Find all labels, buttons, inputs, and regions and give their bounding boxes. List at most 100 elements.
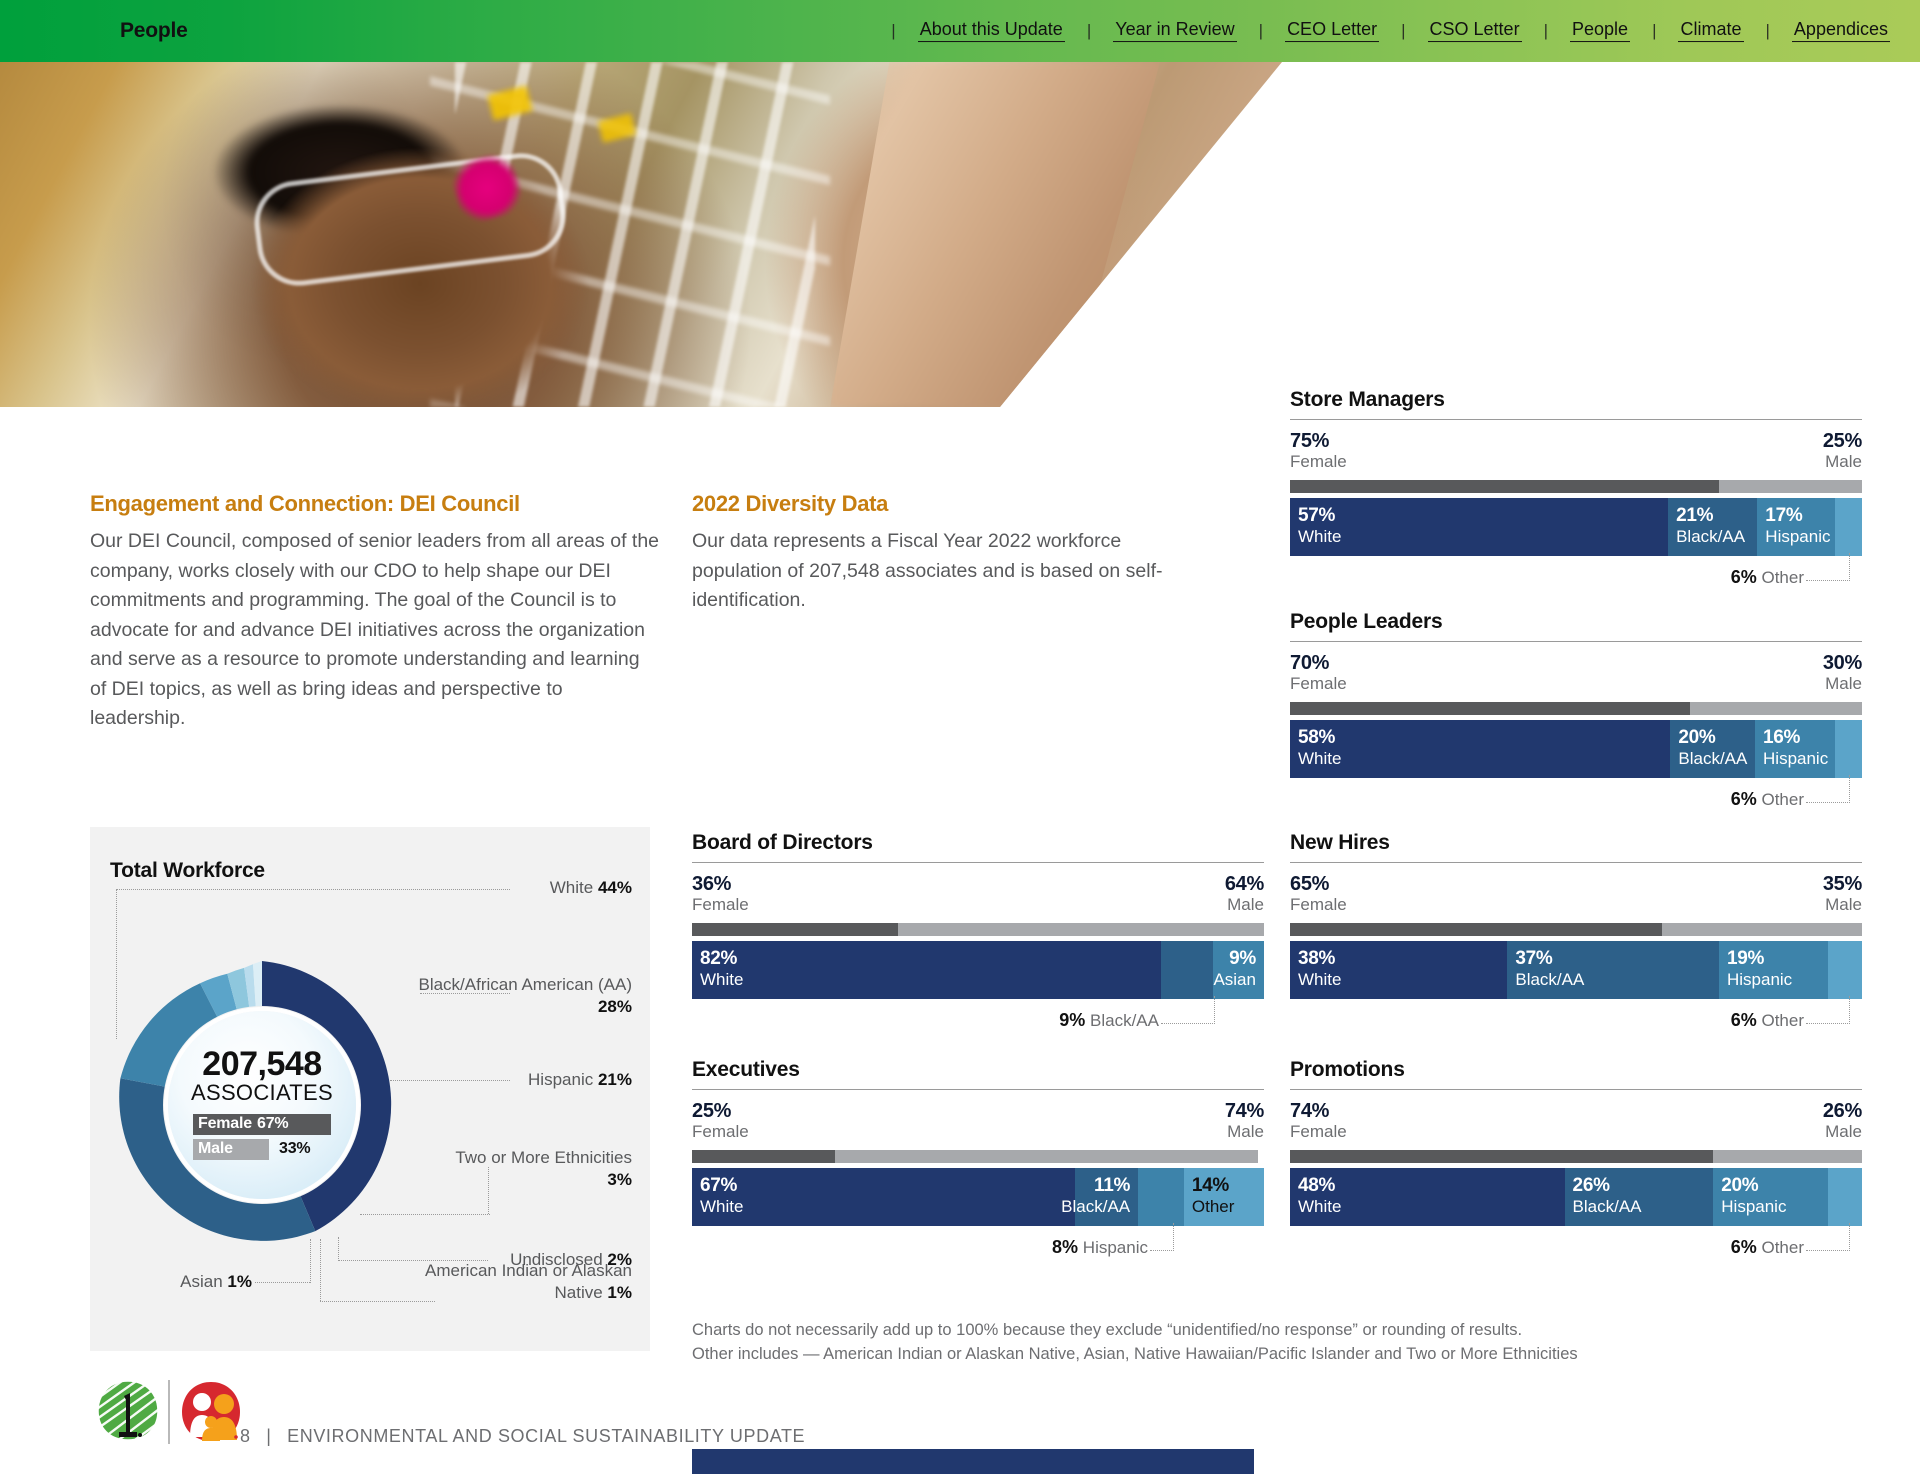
leader-line-asian <box>255 1282 310 1283</box>
callout-other-value: 6% <box>1730 788 1757 809</box>
callout-other-value: 6% <box>1730 566 1757 587</box>
segment-lbl-hispanic: Hispanic <box>1721 1197 1787 1217</box>
segment-text-other: 14% Other <box>1192 1175 1235 1217</box>
nav-link-about-this-update[interactable]: About this Update <box>917 20 1065 42</box>
gender-bar-male-segment <box>1713 1149 1862 1163</box>
hero-person-face <box>210 102 630 407</box>
total-workforce-title: Total Workforce <box>110 859 265 882</box>
male-percent: 25% <box>1822 430 1862 452</box>
male-label: Male <box>1825 1122 1862 1142</box>
segment-text-white: 82% White <box>700 948 743 990</box>
ethnicity-segment-white: 58% White <box>1290 719 1671 778</box>
gender-bar-male-segment <box>1661 922 1862 936</box>
callout-black-aa-label: Black/AA <box>1090 1010 1159 1030</box>
donut-label-undisclosed: Undisclosed 2% <box>430 1249 632 1271</box>
male-label: Male <box>1825 895 1862 915</box>
hero-image <box>0 62 1282 407</box>
callout-other: 6% Other <box>1290 552 1862 593</box>
gender-bar <box>692 1149 1264 1163</box>
divider <box>692 862 1264 863</box>
gender-summary: 74% Female 26% Male <box>1290 1100 1862 1143</box>
nav-link-ceo-letter[interactable]: CEO Letter <box>1285 20 1380 42</box>
dei-council-heading: Engagement and Connection: DEI Council <box>90 491 520 516</box>
gender-bar-female: Female 67% <box>193 1113 331 1135</box>
nav-link-people[interactable]: People <box>1570 20 1631 42</box>
segment-lbl-hispanic: Hispanic <box>1763 749 1829 769</box>
ethnicity-segment-white: 57% White <box>1290 497 1669 556</box>
logo-divider <box>168 1380 170 1444</box>
ethnicity-segment-black-aa: 20% Black/AA <box>1670 719 1756 778</box>
segment-pct-hispanic: 16% <box>1763 726 1801 748</box>
chart-executives: Executives 25% Female 74% Male 67% White <box>692 1058 1264 1263</box>
donut-label-two-or-more: Two or More Ethnicities 3% <box>430 1147 632 1191</box>
segment-text-black-aa: 11% Black/AA <box>1061 1175 1130 1217</box>
female-label: Female <box>1290 452 1347 472</box>
leader-line-hispanic <box>390 1080 510 1081</box>
nav-link-appendices[interactable]: Appendices <box>1791 20 1890 42</box>
ethnicity-segment-hispanic: 19% Hispanic <box>1718 940 1828 999</box>
ethnicity-segment-other <box>1827 940 1862 999</box>
donut-label-black-aa: Black/African American (AA) 28% <box>390 974 632 1018</box>
nav-link-year-in-review[interactable]: Year in Review <box>1113 20 1237 42</box>
nav-link-cso-letter[interactable]: CSO Letter <box>1427 20 1522 42</box>
gender-bar-female-segment <box>1290 1149 1714 1163</box>
male-label: Male <box>1227 895 1264 915</box>
donut-label-asian-value: 1% <box>227 1272 252 1291</box>
chart-title-board-of-directors: Board of Directors <box>692 831 873 854</box>
divider <box>1290 1089 1862 1090</box>
gender-summary: 36% Female 64% Male <box>692 873 1264 916</box>
chart-footnotes: Charts do not necessarily add up to 100%… <box>692 1318 1702 1366</box>
footer-caption: 8 | ENVIRONMENTAL AND SOCIAL SUSTAINABIL… <box>240 1426 805 1447</box>
callout-other: 6% Other <box>1290 1222 1862 1263</box>
gender-bar <box>1290 701 1862 715</box>
segment-text-black-aa: 37% Black/AA <box>1515 948 1584 990</box>
gender-summary: 75% Female 25% Male <box>1290 430 1862 473</box>
male-summary: 25% Male <box>1823 430 1862 473</box>
ethnicity-bar: 57% White 21% Black/AA 17% Hispanic <box>1290 497 1862 556</box>
donut-label-american-indian-text: American Indian or Alaskan Native <box>425 1261 632 1302</box>
ethnicity-segment-other <box>1834 719 1862 778</box>
callout-other-label: Other <box>1761 1010 1804 1030</box>
gender-bar <box>1290 922 1862 936</box>
donut-label-black-aa-value: 28% <box>597 997 632 1016</box>
leader-line-undisclosed-v <box>338 1237 339 1261</box>
segment-lbl-black-aa: Black/AA <box>1515 970 1585 990</box>
callout-other: 6% Other <box>1290 995 1862 1036</box>
nav-separator: | <box>1765 20 1770 40</box>
callout-tick <box>1214 995 1215 1024</box>
callout-tick <box>1849 1222 1850 1251</box>
segment-pct-hispanic: 19% <box>1726 947 1765 969</box>
callout-hispanic-value: 8% <box>1052 1236 1079 1257</box>
segment-lbl-white: White <box>1298 970 1342 990</box>
segment-lbl-black-aa: Black/AA <box>1678 749 1748 769</box>
gender-bar <box>692 922 1264 936</box>
segment-lbl-asian: Asian <box>1213 970 1256 990</box>
donut-label-undisclosed-text: Undisclosed <box>510 1250 603 1269</box>
ethnicity-segment-hispanic: 20% Hispanic <box>1713 1167 1828 1226</box>
segment-lbl-hispanic: Hispanic <box>1765 527 1831 547</box>
callout-other-label: Other <box>1761 1237 1804 1257</box>
callout-black-aa-text: 9% Black/AA <box>1059 1010 1159 1031</box>
female-summary: 70% Female <box>1290 652 1347 695</box>
gender-bar-female-segment <box>692 922 898 936</box>
callout-other-text: 6% Other <box>1731 567 1804 588</box>
donut-label-white: White 44% <box>430 877 632 899</box>
callout-tick <box>1849 995 1850 1024</box>
nav-link-climate[interactable]: Climate <box>1678 20 1744 42</box>
male-summary: 30% Male <box>1823 652 1862 695</box>
segment-pct-white: 38% <box>1298 947 1336 969</box>
female-label: Female <box>692 1122 749 1142</box>
gender-bar-male-segment <box>835 1149 1259 1163</box>
male-summary: 74% Male <box>1225 1100 1264 1143</box>
gender-bar-female-value: 67% <box>257 1115 289 1132</box>
leader-line-two-more-v <box>488 1167 489 1214</box>
segment-text-black-aa: 26% Black/AA <box>1573 1175 1642 1217</box>
gender-bar-female-label: Female <box>198 1115 252 1132</box>
segment-text-white: 67% White <box>700 1175 743 1217</box>
leader-line-asian-v <box>310 1239 311 1283</box>
callout-other-value: 6% <box>1730 1009 1757 1030</box>
callout-hispanic-label: Hispanic <box>1082 1237 1148 1257</box>
callout-other-label: Other <box>1761 567 1804 587</box>
nav-separator: | <box>1543 20 1548 40</box>
footer-title: ENVIRONMENTAL AND SOCIAL SUSTAINABILITY … <box>287 1426 806 1446</box>
